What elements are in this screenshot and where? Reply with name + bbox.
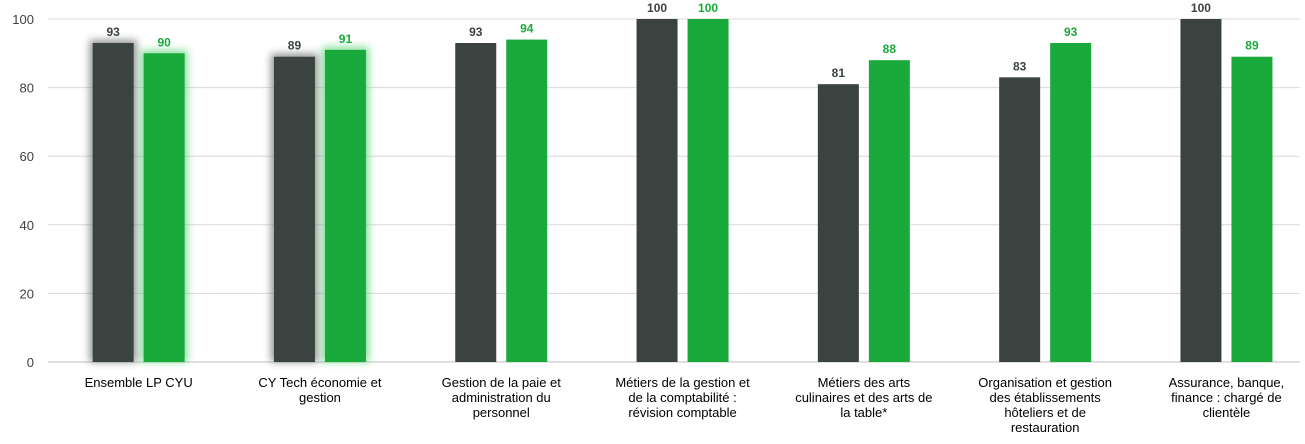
bar xyxy=(92,43,134,362)
bar xyxy=(455,43,497,362)
data-label: 89 xyxy=(288,39,302,53)
x-category-label-line: Assurance, banque, xyxy=(1169,375,1285,390)
x-category-label: Gestion de la paie et administration du pe… xyxy=(442,375,562,420)
x-category-label: Assurance, banque, finance : chargé de cli… xyxy=(1169,375,1285,420)
x-category-label-line: Métiers de la gestion et xyxy=(615,375,750,390)
data-label: 100 xyxy=(647,1,667,15)
data-label: 88 xyxy=(883,42,897,56)
bar xyxy=(273,56,315,362)
y-tick-label: 0 xyxy=(27,355,34,370)
y-tick-label: 60 xyxy=(20,149,34,164)
x-category-label-line: restauration xyxy=(1011,420,1080,435)
y-tick-label: 40 xyxy=(20,218,34,233)
x-category-label-line: culinaires et des arts de xyxy=(795,390,932,405)
x-axis: Ensemble LP CYU CY Tech économie et gestio… xyxy=(85,375,1285,435)
x-category-label-line: personnel xyxy=(473,405,530,420)
x-category-label-line: hôteliers et de xyxy=(1004,405,1086,420)
data-label: 93 xyxy=(469,25,483,39)
x-category-label-line: Organisation et gestion xyxy=(978,375,1112,390)
data-label: 93 xyxy=(1064,25,1078,39)
y-axis: 0 20 40 60 80 100 xyxy=(12,12,34,370)
x-category-label-line: de la comptabilité : xyxy=(628,390,736,405)
x-category-label-line: Métiers des arts xyxy=(818,375,911,390)
y-tick-label: 80 xyxy=(20,81,34,96)
x-category-label-line: CY Tech économie et xyxy=(258,375,381,390)
bars xyxy=(92,19,1273,363)
data-label: 89 xyxy=(1245,39,1259,53)
x-category-label: CY Tech économie et gestion xyxy=(258,375,381,405)
data-label: 91 xyxy=(339,32,353,46)
x-category-label: Organisation et gestion des établissement… xyxy=(978,375,1112,435)
y-tick-label: 20 xyxy=(20,286,34,301)
x-category-label-line: Ensemble LP CYU xyxy=(85,375,193,390)
bar xyxy=(868,60,910,362)
data-label: 93 xyxy=(106,25,120,39)
bar xyxy=(506,39,548,362)
bar xyxy=(324,49,366,363)
data-label: 90 xyxy=(157,35,171,49)
data-label: 100 xyxy=(1191,1,1211,15)
data-label: 100 xyxy=(698,1,718,15)
bar xyxy=(687,19,729,362)
x-category-label-line: gestion xyxy=(299,390,341,405)
x-category-label-line: révision comptable xyxy=(628,405,736,420)
bar xyxy=(636,19,678,362)
bar xyxy=(143,53,185,363)
x-category-label-line: finance : chargé de xyxy=(1171,390,1282,405)
bar xyxy=(1180,19,1222,362)
bar xyxy=(817,84,859,363)
x-category-label-line: Gestion de la paie et xyxy=(442,375,562,390)
x-category-label: Ensemble LP CYU xyxy=(85,375,193,390)
data-label: 83 xyxy=(1013,59,1027,73)
x-category-label-line: des établissements xyxy=(990,390,1102,405)
y-tick-label: 100 xyxy=(12,12,34,27)
x-category-label: Métiers de la gestion et de la comptabili… xyxy=(615,375,750,420)
bar xyxy=(999,77,1041,362)
x-category-label: Métiers des arts culinaires et des arts d… xyxy=(795,375,932,420)
data-label: 94 xyxy=(520,22,534,36)
x-category-label-line: administration du xyxy=(452,390,551,405)
bar xyxy=(1050,43,1092,362)
value-labels: 93 90 89 91 93 94 100 100 81 88 83 93 100 89 xyxy=(106,1,1258,80)
x-category-label-line: clientèle xyxy=(1203,405,1251,420)
data-label: 81 xyxy=(832,66,846,80)
x-category-label-line: la table* xyxy=(840,405,887,420)
bar xyxy=(1231,56,1273,362)
